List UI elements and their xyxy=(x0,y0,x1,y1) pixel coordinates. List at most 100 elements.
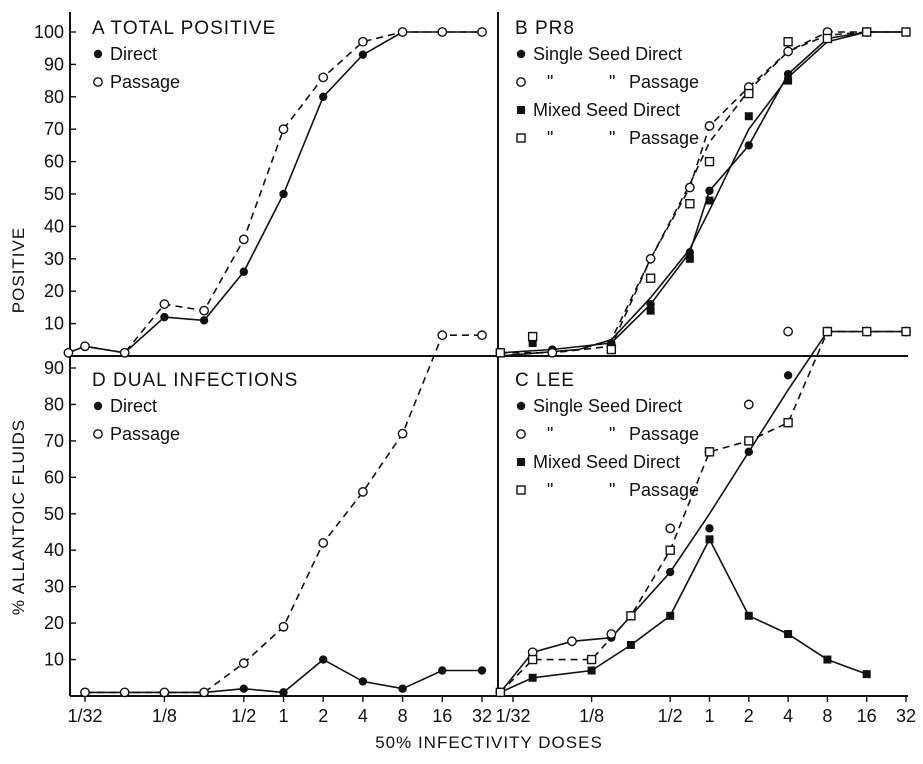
panel-d-series-2-point xyxy=(159,687,170,698)
panel-d-y-tick-label: 30 xyxy=(44,577,64,597)
panel-d-x-tick-label: 1 xyxy=(278,706,288,726)
panel-b-series-2-point xyxy=(684,182,695,193)
panel-b-series-4-point xyxy=(822,33,833,44)
panel-d-x-tick-label: 1/8 xyxy=(152,706,177,726)
panel-b-series-4-point xyxy=(495,348,506,358)
panel-b-series-4-point xyxy=(862,27,872,37)
panel-b-series-1-line xyxy=(500,31,906,354)
panel-c-series-4-legend-ditto-2: " xyxy=(609,480,615,500)
panel-d-series-1-legend-marker xyxy=(93,401,103,411)
panel-a-series-1-point xyxy=(239,267,248,276)
panel-b-series-1-point xyxy=(646,299,655,309)
panel-a-series-1-point xyxy=(199,316,209,325)
panel-c-series-4-point xyxy=(862,326,872,337)
panel-b-series-2-legend-marker xyxy=(516,77,526,87)
plot-layer: A TOTAL POSITIVE 10 20 30 40 50 60 70 80 90 100 Dir… xyxy=(34,18,916,726)
x-axis-label: 50% INFECTIVITY DOSES xyxy=(375,733,603,752)
panel-c-series-3-point xyxy=(823,655,832,664)
panel-d-series-2-point xyxy=(357,487,368,497)
panel-d-x-tick-label: 2 xyxy=(318,706,328,726)
panel-d-y-tick-label: 40 xyxy=(44,540,64,560)
panel-b-fit-curve-1 xyxy=(500,31,906,357)
y-axis-label-bottom: % ALLANTOIC FLUIDS xyxy=(9,419,28,615)
panel-d-series-1-point xyxy=(477,666,487,675)
panel-a-title: A TOTAL POSITIVE xyxy=(92,18,276,39)
panel-c-series-4-point xyxy=(495,687,506,698)
panel-c-series-4-legend-label: Passage xyxy=(629,480,699,500)
panel-c-series-4-point xyxy=(626,611,636,621)
panel-c-series-4-point xyxy=(527,654,538,665)
panel-d-y-tick-label: 50 xyxy=(44,504,64,524)
panel-b-series-1-point xyxy=(705,186,714,195)
panel-c-series-2-legend-ditto-1: " xyxy=(547,424,553,444)
panel-b-series-1-point xyxy=(783,69,793,79)
panel-a-series-2-point xyxy=(119,347,130,358)
panel-b-series-4-point xyxy=(901,27,911,37)
panel-c-series-1-legend-label: Single Seed Direct xyxy=(533,396,682,416)
panel-c-series-4-point xyxy=(665,545,675,555)
panel-c-series-4-point xyxy=(704,447,715,457)
panel-d-title: D DUAL INFECTIONS xyxy=(92,370,298,391)
panel-c-series-2-point xyxy=(665,523,676,534)
panel-b-series-4-point xyxy=(744,88,754,99)
panel-b-series-4-legend-label: Passage xyxy=(629,128,699,148)
panel-d-y-tick-label: 70 xyxy=(44,431,64,451)
panel-b-series-3-legend-marker xyxy=(517,106,525,114)
panel-a-y-tick-label: 100 xyxy=(34,22,64,42)
panel-c-series-2-point xyxy=(743,399,754,410)
panel-d-series-1-point xyxy=(239,684,248,693)
panel-a-y-tick-label: 50 xyxy=(44,184,64,204)
panel-c-fit-curve-2 xyxy=(499,330,906,693)
panel-b-series-4-point xyxy=(527,331,538,342)
panel-d-series-2-legend-label: Passage xyxy=(110,424,180,444)
panel-c-series-3-line xyxy=(499,537,867,694)
panel-c-series-4-point xyxy=(822,326,833,337)
panel-c-series-2-point xyxy=(783,326,793,337)
panel-b-series-3-point xyxy=(705,196,714,205)
panel-c-series-4-legend-marker xyxy=(516,485,526,495)
panel-b-series-2-legend-label: Passage xyxy=(629,72,699,92)
panel-b-series-1-point xyxy=(744,141,753,150)
panel-c-series-1-point xyxy=(783,371,793,380)
panel-a-series-2-point xyxy=(397,27,408,37)
panel-d-series-2-point xyxy=(437,330,448,341)
panel-d-x-tick-label: 8 xyxy=(398,706,408,726)
panel-b-series-4-point xyxy=(645,273,656,283)
panel-b-series-3-point xyxy=(528,339,537,348)
panel-d-series-1-point xyxy=(279,688,288,697)
panel-c-series-1-point xyxy=(705,524,714,533)
panel-c-series-4-point xyxy=(901,326,911,337)
panel-a-series-2-point xyxy=(80,341,90,352)
panel-c-series-3-point xyxy=(666,611,675,620)
panel-a-series-2-point xyxy=(437,27,448,37)
panel-a-series-1-legend-label: Direct xyxy=(110,44,157,64)
panel-c-series-2-legend-label: Passage xyxy=(629,424,699,444)
panel-c-x-tick-label: 1/8 xyxy=(579,706,604,726)
panel-b-series-3-point xyxy=(646,306,655,315)
y-axis-label-top: POSITIVE xyxy=(9,227,28,313)
panel-d-series-2-point xyxy=(318,538,329,548)
panel-a-series-1-point xyxy=(279,189,288,199)
panel-a-series-2-point xyxy=(278,124,289,135)
panel-d-y-tick-label: 10 xyxy=(44,650,64,670)
panel-c-series-3-legend-marker xyxy=(517,458,525,466)
panel-b-series-2-legend-ditto-2: " xyxy=(609,72,615,92)
panel-c-series-2-point xyxy=(606,629,617,639)
panel-b-series-3-legend-label: Mixed Seed Direct xyxy=(533,100,680,120)
panel-a-y-tick-label: 40 xyxy=(44,216,64,236)
panel-a-y-tick-label: 70 xyxy=(44,119,64,139)
panel-b-series-2-line xyxy=(500,31,867,354)
panel-b-series-1-legend-label: Single Seed Direct xyxy=(533,44,682,64)
panel-b-series-4-point xyxy=(606,344,617,355)
panel-a-series-1-legend-marker xyxy=(93,49,103,59)
panel-c-series-2-legend-marker xyxy=(516,429,526,439)
panel-a-y-tick-label: 20 xyxy=(44,281,64,301)
panel-d-x-tick-label: 1/32 xyxy=(67,706,102,726)
panel-d-y-tick-label: 60 xyxy=(44,467,64,487)
panel-c-x-tick-label: 16 xyxy=(857,706,877,726)
panel-d-x-tick-label: 16 xyxy=(432,706,452,726)
panel-a-series-2-point xyxy=(357,36,368,47)
panel-c-series-3-legend-label: Mixed Seed Direct xyxy=(533,452,680,472)
panel-b-series-2-point xyxy=(547,347,558,358)
panel-c-x-tick-label: 2 xyxy=(744,706,754,726)
